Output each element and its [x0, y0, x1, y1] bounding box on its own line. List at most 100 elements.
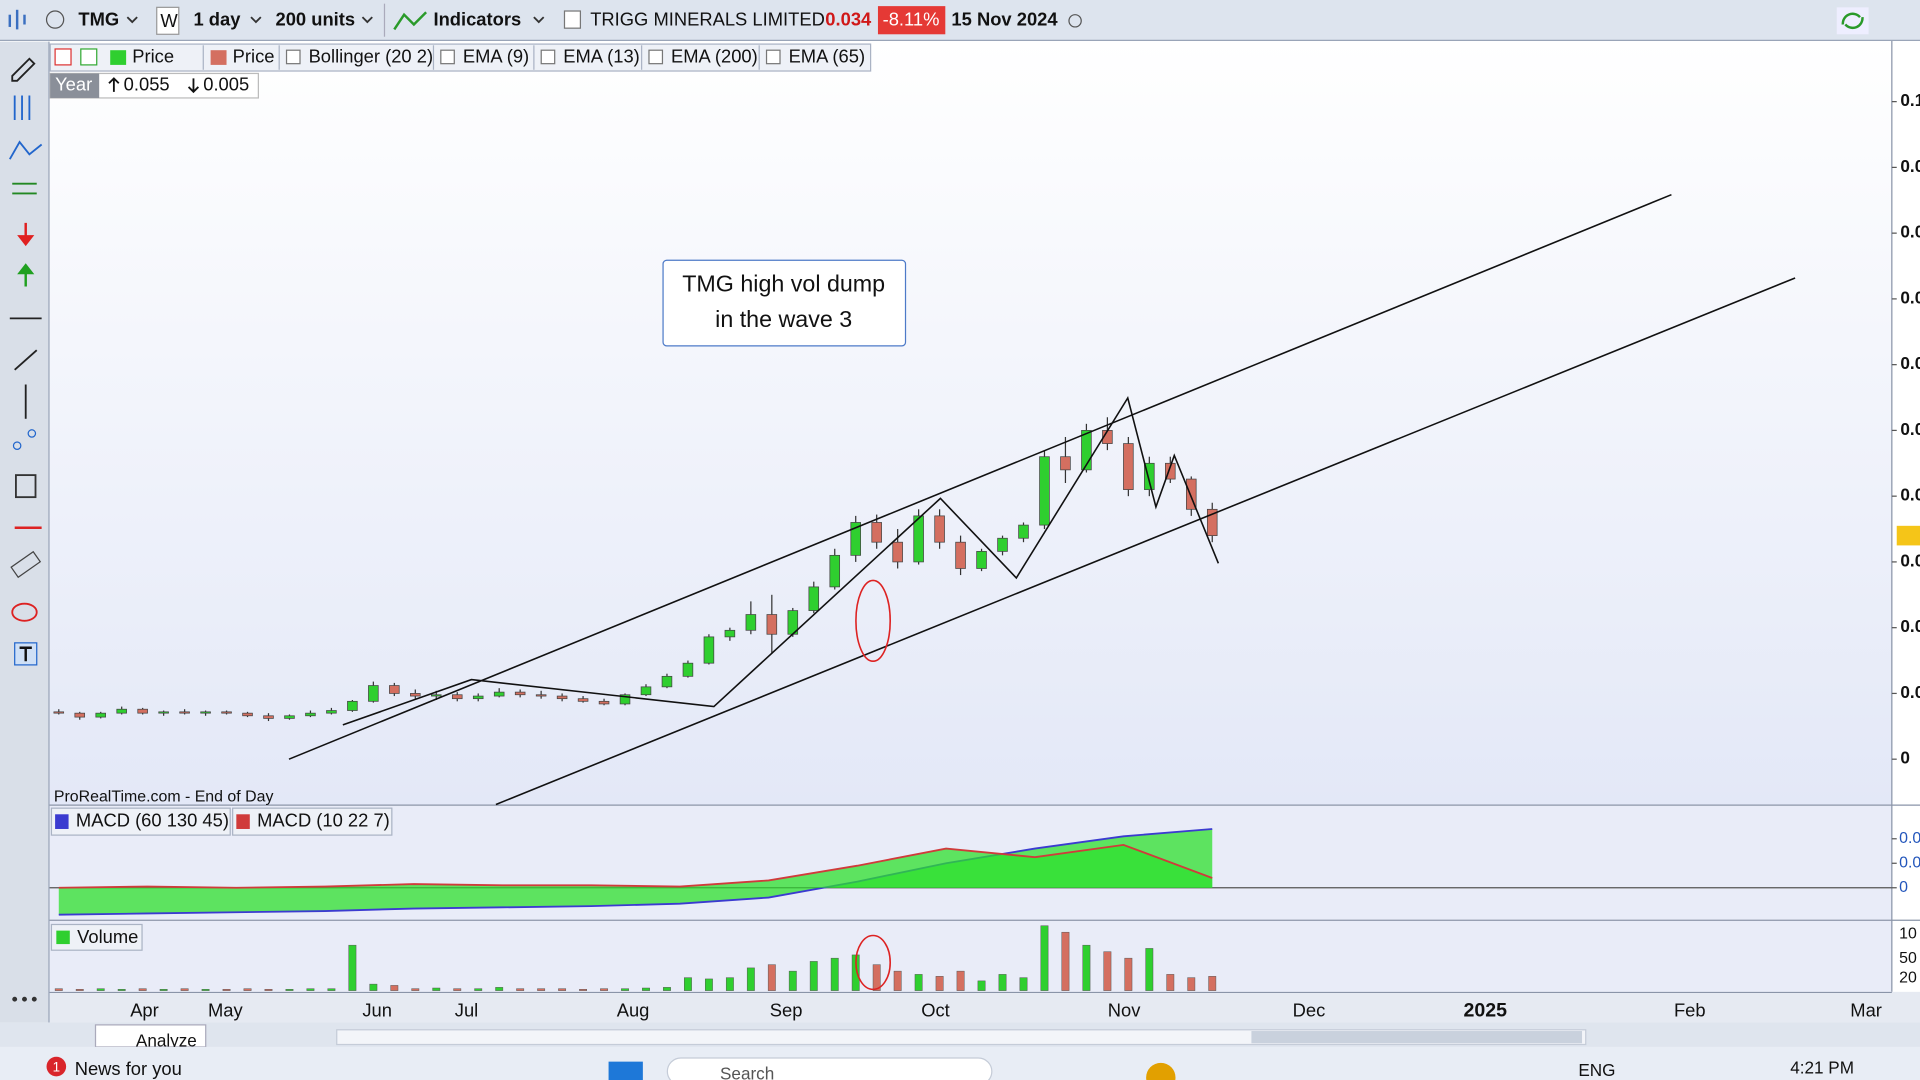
candle-body [514, 691, 526, 696]
x-tick-label: Sep [770, 999, 803, 1020]
volume-label: Volume [77, 926, 138, 947]
legend-item[interactable]: Price [233, 45, 275, 66]
annotation-box[interactable] [662, 259, 907, 347]
indicators[interactable]: Indicators [433, 9, 521, 30]
news[interactable]: News for you [75, 1058, 182, 1079]
volume-bar [159, 989, 168, 991]
volume-bar [96, 988, 105, 991]
volume-bar [75, 989, 84, 991]
ruler-tool[interactable] [10, 550, 42, 579]
candle-body [242, 712, 253, 717]
dropdown[interactable] [361, 16, 373, 24]
legend-item[interactable]: EMA (13) [563, 45, 640, 66]
x-tick-label: Jul [455, 999, 478, 1020]
buy-arrow[interactable] [17, 263, 35, 287]
units[interactable]: 200 units [276, 9, 356, 30]
candle-body [1060, 456, 1071, 471]
volume-bar [516, 988, 525, 991]
legend-checkbox[interactable] [540, 49, 556, 65]
legend-checkbox[interactable] [648, 49, 664, 65]
candle-body [808, 586, 820, 611]
macd-area [58, 828, 1213, 915]
volume-bar [432, 987, 441, 991]
legend-item[interactable]: Bollinger (20 2) [309, 45, 434, 66]
candle-body [1186, 478, 1197, 510]
more-tools[interactable] [12, 996, 37, 1002]
candle-body [703, 636, 715, 664]
down-button[interactable] [54, 48, 72, 66]
volume-bar [621, 988, 629, 991]
x-tick-label: Dec [1293, 999, 1326, 1020]
scroll-thumb[interactable] [1251, 1031, 1583, 1044]
macd-swatch [236, 814, 250, 829]
x-tick-label: Apr [130, 999, 159, 1020]
last-price: 0.034 [825, 9, 872, 30]
level-tool[interactable] [12, 182, 37, 195]
candle-body [829, 554, 841, 588]
legend-item[interactable]: Price [132, 45, 174, 66]
volume-bar [1166, 974, 1175, 991]
legend-item[interactable]: EMA (200) [671, 45, 758, 66]
legend-checkbox[interactable] [765, 49, 781, 65]
volume-bar [1103, 951, 1112, 991]
fan-tool[interactable] [8, 140, 43, 160]
x-tick-label: Aug [617, 999, 650, 1020]
analyze-tab[interactable] [94, 1024, 207, 1048]
start-button[interactable] [608, 1061, 643, 1080]
volume-bar [788, 970, 797, 991]
refresh-arrows [1841, 12, 1864, 30]
ellipse-tool[interactable] [11, 602, 38, 622]
candle-body [305, 712, 316, 717]
fib-tool[interactable] [13, 95, 31, 120]
badge-count: 1 [53, 1059, 60, 1074]
segment-tool[interactable] [14, 349, 38, 371]
label-tool[interactable] [12, 429, 37, 450]
volume-bar [54, 988, 63, 991]
volume-bar [117, 989, 126, 991]
volume-bar [474, 988, 483, 991]
macd-legend [50, 807, 231, 836]
legend-item[interactable]: EMA (9) [463, 45, 529, 66]
volume-bar [348, 944, 357, 991]
candle-body [493, 691, 505, 697]
info-icon[interactable] [563, 10, 582, 29]
legend-checkbox[interactable] [440, 49, 455, 65]
legend-item[interactable]: EMA (65) [789, 45, 866, 66]
candle-body [955, 541, 966, 569]
volume-bar [558, 988, 567, 991]
language: ENG [1578, 1060, 1615, 1080]
refresh-icon[interactable] [1836, 7, 1869, 35]
year-label: Year [55, 74, 92, 95]
candle-body [284, 715, 295, 719]
dropdown[interactable] [250, 16, 262, 24]
legend-checkbox[interactable] [285, 49, 301, 65]
pencil-tool[interactable] [11, 57, 36, 82]
dropdown[interactable] [126, 16, 138, 24]
w-button[interactable] [156, 6, 180, 35]
period[interactable]: 1 day [193, 9, 241, 30]
volume-bar [243, 988, 252, 991]
toolbar [0, 0, 1920, 41]
volume-bar [872, 964, 881, 991]
volume-bar [1187, 977, 1196, 991]
indicators-icon[interactable] [393, 11, 427, 31]
up-button[interactable] [80, 48, 98, 66]
volume-bar [390, 985, 399, 991]
dropdown[interactable] [533, 16, 545, 24]
left-toolbar [0, 41, 49, 1023]
volume-bar [1061, 931, 1070, 991]
logo[interactable] [8, 9, 26, 30]
search-box[interactable] [666, 1057, 993, 1080]
candle-body [95, 712, 106, 718]
volume-bar [180, 988, 189, 991]
channel-line [288, 193, 1672, 760]
browser-icon[interactable] [1146, 1062, 1176, 1080]
delete-tool[interactable] [15, 474, 37, 499]
price-panel [48, 40, 1892, 805]
highlight-ellipse [855, 934, 891, 991]
symbol[interactable]: TMG [78, 9, 119, 30]
sell-arrow[interactable] [17, 222, 35, 247]
instrument: TRIGG MINERALS LIMITED [590, 9, 825, 30]
link-icon[interactable] [45, 10, 65, 29]
y-tick-label: 0.05 [1900, 419, 1920, 439]
